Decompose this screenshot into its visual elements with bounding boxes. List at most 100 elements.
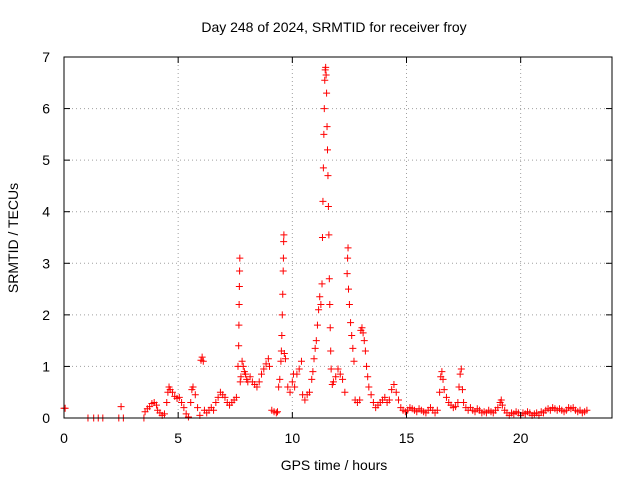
data-point [255, 378, 263, 386]
data-point [323, 123, 331, 131]
data-point [280, 238, 288, 246]
data-point [235, 321, 243, 329]
data-point [326, 324, 334, 332]
data-point [281, 355, 289, 363]
data-point [288, 378, 296, 386]
data-point [320, 130, 328, 138]
data-point [318, 280, 326, 288]
data-point [180, 404, 188, 412]
data-point [388, 386, 396, 394]
data-point [324, 172, 332, 180]
chart-title: Day 248 of 2024, SRMTID for receiver fro… [201, 19, 466, 35]
data-point [329, 378, 337, 386]
data-point [301, 396, 309, 404]
data-point [235, 301, 243, 309]
x-axis-label: GPS time / hours [281, 457, 388, 473]
data-point [326, 301, 334, 309]
data-point [198, 353, 206, 361]
data-point [236, 254, 244, 262]
data-point [160, 410, 168, 418]
data-point [278, 331, 286, 339]
data-point [327, 365, 335, 373]
y-tick-label: 7 [42, 49, 50, 65]
data-point [336, 370, 344, 378]
data-point [312, 337, 320, 345]
data-point [325, 231, 333, 239]
data-point [276, 375, 284, 383]
y-tick-label: 2 [42, 307, 50, 323]
data-point [310, 355, 318, 363]
data-point [175, 393, 183, 401]
y-tick-label: 5 [42, 152, 50, 168]
data-point [273, 408, 281, 416]
data-point [308, 375, 316, 383]
data-point [258, 370, 266, 378]
data-point [320, 105, 328, 113]
data-point [279, 254, 287, 262]
data-point [323, 146, 331, 154]
data-point [191, 391, 199, 399]
data-point [214, 393, 222, 401]
data-point [309, 368, 317, 376]
y-tick-label: 1 [42, 358, 50, 374]
data-point [237, 373, 245, 381]
data-point [277, 357, 285, 365]
data-point [194, 404, 202, 412]
x-tick-label: 15 [399, 430, 415, 446]
data-point [168, 388, 176, 396]
data-point [439, 375, 447, 383]
x-tick-label: 0 [60, 430, 68, 446]
data-point [117, 403, 125, 411]
data-point [344, 254, 352, 262]
data-point [440, 386, 448, 394]
data-point [347, 319, 355, 327]
data-point [359, 329, 367, 337]
data-point [253, 383, 261, 391]
y-tick-label: 0 [42, 410, 50, 426]
data-point [313, 321, 321, 329]
data-point [280, 350, 288, 358]
data-point [235, 282, 243, 290]
data-point [364, 373, 372, 381]
data-point [152, 401, 160, 409]
data-point [321, 76, 329, 84]
data-point [433, 406, 441, 414]
data-point [266, 362, 273, 370]
data-point [184, 413, 192, 421]
data-point [348, 331, 356, 339]
data-point [392, 388, 400, 396]
data-point [280, 231, 288, 239]
data-point [583, 406, 591, 414]
data-point [460, 399, 468, 407]
data-point [360, 337, 368, 345]
x-tick-label: 10 [285, 430, 301, 446]
data-point [343, 270, 351, 278]
data-point [260, 365, 268, 373]
data-point [221, 393, 229, 401]
data-point [189, 383, 197, 391]
data-point [272, 409, 280, 417]
data-point [367, 391, 375, 399]
y-tick-label: 3 [42, 255, 50, 271]
data-point [456, 370, 464, 378]
x-tick-label: 20 [513, 430, 529, 446]
data-point [264, 355, 272, 363]
data-point [236, 378, 244, 386]
data-point [436, 388, 444, 396]
data-point [284, 383, 292, 391]
y-tick-label: 6 [42, 101, 50, 117]
data-point [316, 293, 324, 301]
data-point [498, 401, 506, 409]
data-point [279, 267, 287, 275]
data-point [236, 267, 244, 275]
data-point [322, 71, 330, 79]
data-point [497, 396, 505, 404]
data-point [235, 342, 243, 350]
data-point [345, 285, 353, 293]
data-point [318, 234, 326, 241]
data-point [457, 365, 465, 373]
data-point [390, 380, 398, 388]
data-point [178, 399, 186, 407]
data-point [458, 386, 466, 394]
